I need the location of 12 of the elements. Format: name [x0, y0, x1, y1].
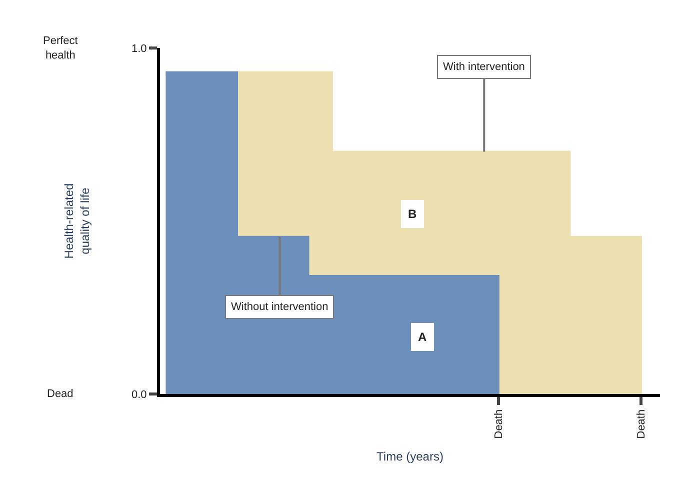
- y-axis-title: Health-related quality of life: [62, 183, 92, 259]
- x-axis-title: Time (years): [376, 450, 444, 464]
- annotation: With intervention: [443, 61, 525, 73]
- x-tick-label: Death: [636, 409, 648, 439]
- annotation: B: [408, 207, 417, 221]
- text: Dead: [47, 388, 74, 400]
- y-tick-label: 0.0: [132, 388, 147, 401]
- x-tick-label: Death: [492, 409, 505, 439]
- y-tick-label: 1.0: [132, 42, 147, 55]
- text: Perfect health: [43, 35, 78, 62]
- annotation: A: [418, 330, 427, 344]
- annotation: Without intervention: [231, 301, 328, 313]
